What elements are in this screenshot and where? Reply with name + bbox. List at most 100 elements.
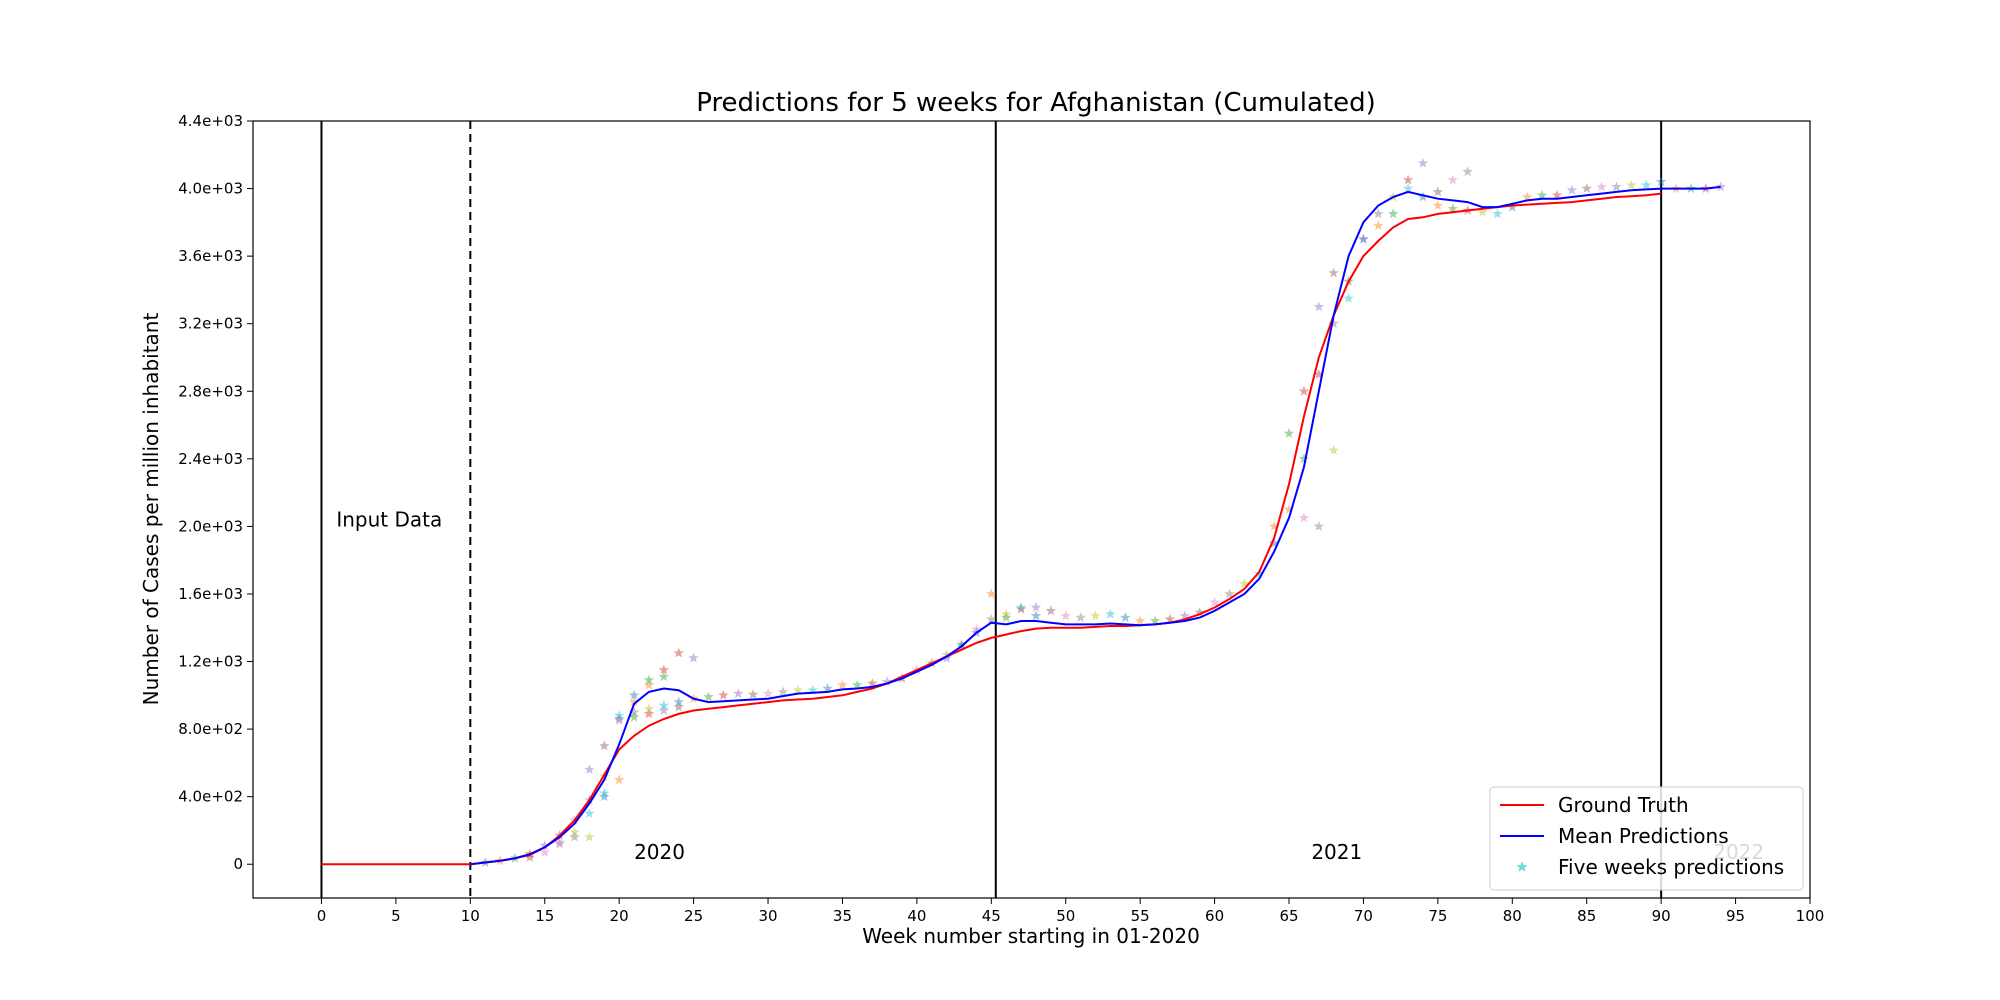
prediction-point — [867, 678, 878, 688]
prediction-point — [643, 703, 655, 714]
y-tick-label: 3.6e+03 — [178, 247, 243, 265]
prediction-point — [1075, 612, 1086, 623]
prediction-point — [1536, 189, 1548, 200]
prediction-point — [1194, 607, 1205, 617]
prediction-point — [956, 639, 967, 650]
mean-predictions-line — [470, 185, 1721, 866]
prediction-point — [1477, 206, 1488, 217]
legend-mean-predictions-label: Mean Predictions — [1558, 824, 1729, 848]
x-tick-label: 75 — [1428, 907, 1447, 925]
prediction-point — [658, 671, 670, 682]
y-tick-label: 3.2e+03 — [178, 315, 243, 333]
x-axis-label: Week number starting in 01-2020 — [862, 924, 1200, 948]
prediction-point — [643, 674, 655, 685]
prediction-point — [1209, 596, 1220, 607]
prediction-point — [881, 676, 893, 687]
x-tick-label: 35 — [833, 907, 852, 925]
prediction-point — [1283, 428, 1295, 438]
prediction-point — [1373, 220, 1384, 231]
prediction-point — [837, 679, 848, 690]
x-tick-label: 60 — [1205, 907, 1224, 925]
prediction-point — [1551, 189, 1563, 200]
y-axis: 0 4.0e+02 8.0e+02 1.2e+03 1.6e+03 2.0e+03 2.4e… — [178, 112, 253, 873]
prediction-point — [613, 710, 625, 720]
legend-box — [1489, 786, 1804, 891]
prediction-point — [1388, 208, 1399, 219]
prediction-point — [1313, 301, 1324, 312]
prediction-point — [1298, 512, 1310, 523]
prediction-point — [599, 791, 610, 802]
prediction-point — [1358, 233, 1369, 244]
prediction-point — [703, 691, 714, 702]
prediction-point — [1566, 184, 1578, 195]
x-tick-label: 15 — [535, 907, 554, 925]
prediction-point — [569, 826, 580, 837]
prediction-point — [762, 688, 774, 699]
legend-star-icon — [1516, 861, 1528, 872]
prediction-point — [1090, 610, 1101, 621]
prediction-point — [584, 808, 595, 818]
annotation-2021: 2021 — [1311, 840, 1362, 864]
prediction-point — [643, 679, 655, 690]
prediction-point — [673, 647, 684, 658]
prediction-point — [554, 838, 565, 849]
prediction-point — [1045, 605, 1057, 616]
prediction-point — [1328, 444, 1339, 455]
y-tick-label: 1.2e+03 — [178, 653, 243, 671]
prediction-point — [807, 684, 818, 695]
legend-star-marker — [1516, 861, 1528, 872]
prediction-point — [1313, 520, 1324, 531]
legend-ground-truth-label: Ground Truth — [1558, 793, 1689, 817]
prediction-point — [628, 711, 640, 722]
prediction-point — [1432, 200, 1444, 210]
prediction-point — [1358, 233, 1369, 244]
annotation-input-data: Input Data — [336, 507, 442, 531]
prediction-point — [1432, 186, 1444, 197]
prediction-point — [1060, 610, 1071, 621]
prediction-point — [673, 701, 684, 712]
prediction-point — [1521, 191, 1533, 202]
prediction-point — [747, 689, 759, 699]
prediction-point — [1001, 612, 1012, 623]
prediction-point — [1030, 610, 1042, 621]
prediction-point — [941, 649, 952, 660]
prediction-point — [1611, 181, 1622, 192]
x-tick-label: 30 — [758, 907, 777, 925]
prediction-point — [1239, 578, 1250, 589]
x-tick-label: 45 — [982, 907, 1001, 925]
y-axis-label: Number of Cases per million inhabitant — [139, 313, 163, 706]
prediction-point — [539, 846, 550, 857]
prediction-point — [539, 840, 550, 851]
x-tick-label: 90 — [1652, 907, 1671, 925]
prediction-point — [1134, 615, 1146, 626]
x-axis: 0 5 10 15 20 25 30 35 40 45 50 55 60 65 70 75 80 85 90 95 10… — [317, 898, 1825, 925]
prediction-point — [1655, 176, 1667, 187]
prediction-point — [1373, 208, 1384, 219]
prediction-point — [1001, 608, 1012, 619]
prediction-point — [613, 713, 625, 724]
y-tick-label: 2.8e+03 — [178, 382, 243, 400]
prediction-point — [1492, 208, 1503, 219]
legend-five-weeks-label: Five weeks predictions — [1558, 855, 1784, 879]
prediction-point — [1328, 267, 1339, 278]
y-tick-label: 8.0e+02 — [178, 720, 243, 738]
prediction-point — [1179, 610, 1190, 621]
prediction-point — [1417, 191, 1429, 202]
x-tick-label: 10 — [461, 907, 480, 925]
plot-area — [320, 121, 1726, 898]
prediction-point — [733, 688, 744, 699]
prediction-point — [822, 683, 833, 693]
prediction-point — [1581, 183, 1592, 193]
y-tick-label: 0 — [233, 855, 243, 873]
plot-frame — [252, 120, 1811, 899]
prediction-point — [1328, 318, 1339, 329]
prediction-point — [1105, 608, 1116, 619]
prediction-point — [1149, 615, 1161, 626]
x-tick-label: 100 — [1796, 907, 1825, 925]
prediction-point — [1268, 520, 1280, 531]
prediction-point — [1447, 203, 1458, 214]
prediction-point — [1015, 603, 1027, 614]
annotation-2020: 2020 — [634, 840, 685, 864]
prediction-point — [1507, 201, 1518, 212]
prediction-point — [1462, 166, 1473, 177]
